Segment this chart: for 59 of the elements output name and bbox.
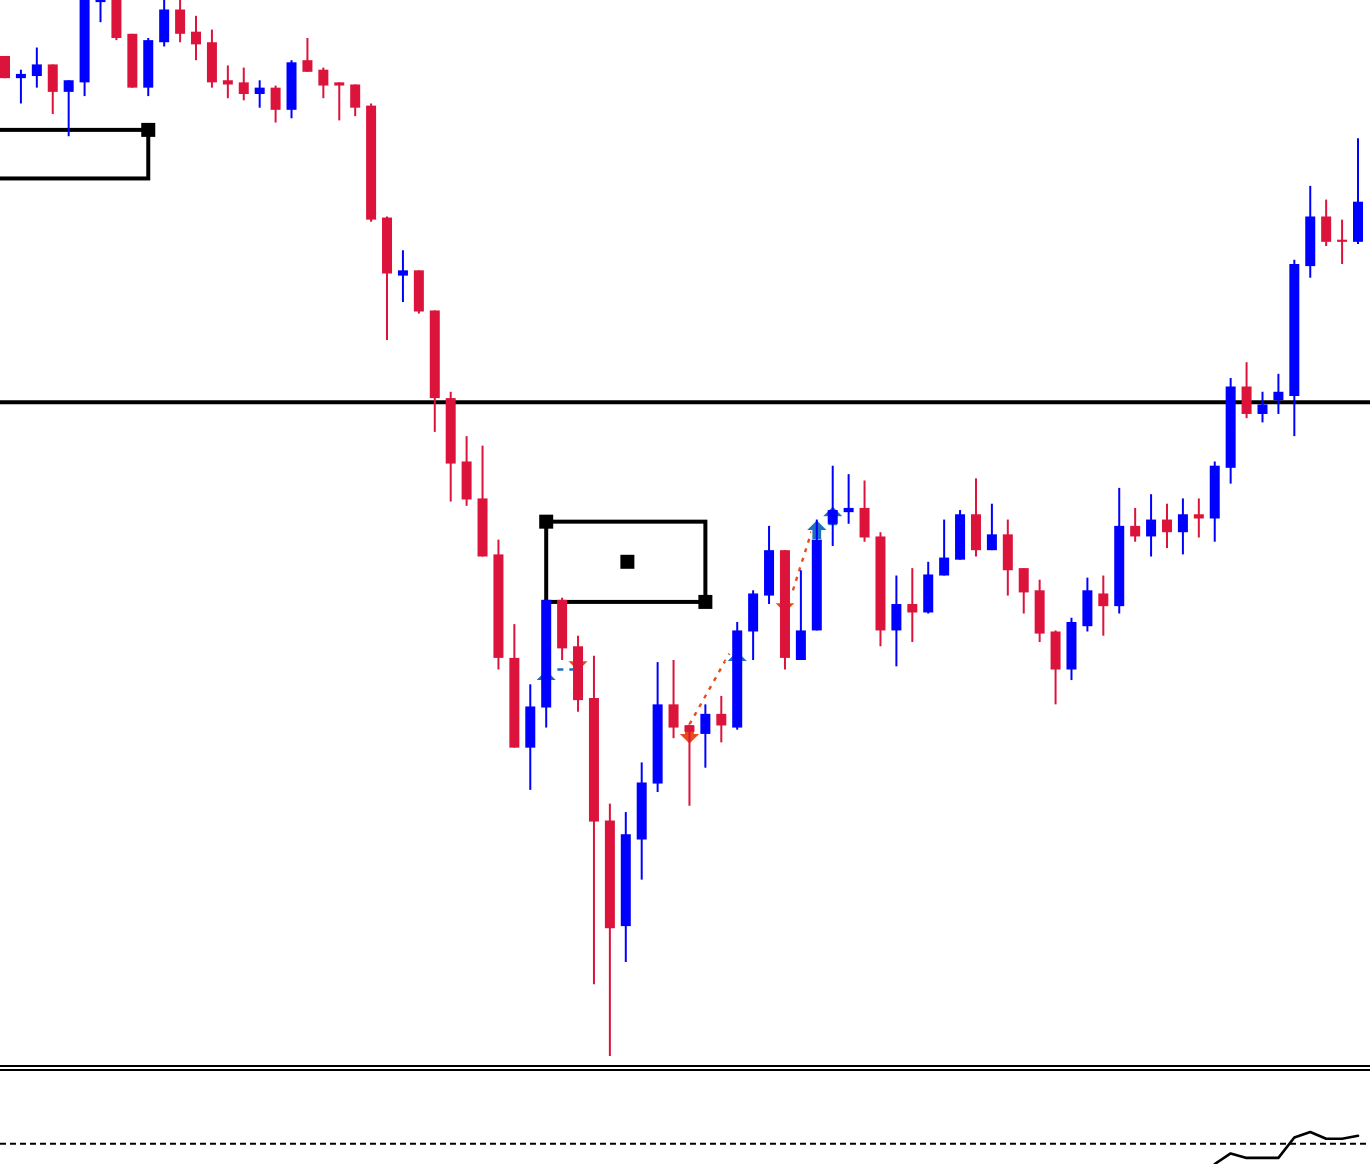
candlestick [1098,574,1109,637]
candlestick [955,509,966,561]
candlestick [748,589,759,661]
candlestick [970,477,981,558]
candlestick [1321,198,1332,248]
candlestick [95,0,106,24]
candlestick [764,524,775,606]
candlestick [1337,218,1348,265]
candlestick [827,464,838,547]
candlestick [891,574,902,668]
candlestick [939,518,950,577]
candlestick [1082,576,1093,633]
candlestick [318,66,329,100]
candlestick [525,683,536,791]
candlestick [1273,372,1284,415]
candlestick [47,63,58,116]
candlestick [191,14,202,62]
candlestick [1193,497,1204,539]
candlestick [1066,616,1077,682]
candlestick [302,37,313,73]
candlestick [700,703,711,769]
candlestick [254,79,265,109]
candlestick [843,473,854,525]
candlestick [859,479,870,543]
candlestick [1161,502,1172,550]
candlestick [397,249,408,304]
candlestick [222,64,233,100]
candlestick [923,560,934,615]
candlestick [206,28,217,89]
candlestick [413,269,424,315]
candlestick [461,435,472,507]
candlestick [684,723,695,807]
candlestick [270,84,281,124]
candlestick [1146,493,1157,558]
candlestick [238,66,249,102]
candlestick [15,68,26,105]
candlestick [159,0,170,48]
candlestick [1130,506,1141,543]
candlestick [175,0,186,44]
candlestick [795,569,806,661]
candlestick [286,59,297,120]
candlestick [1050,629,1061,706]
candlestick [111,0,122,42]
candlestick [907,567,918,644]
candlestick [1241,361,1252,420]
candlestick [1257,390,1268,424]
candlestick [1034,578,1045,644]
candlestick [31,46,42,89]
candlestick [986,502,997,552]
candlestick [1353,137,1363,245]
candlestick [668,659,679,740]
candlestick [1018,567,1029,615]
candlestick [1177,497,1188,556]
candlestick [63,79,74,138]
candlestick [143,37,154,98]
candlestick [334,81,345,122]
candlestick [1002,518,1013,597]
candlestick [716,694,727,744]
candlestick [350,83,361,118]
